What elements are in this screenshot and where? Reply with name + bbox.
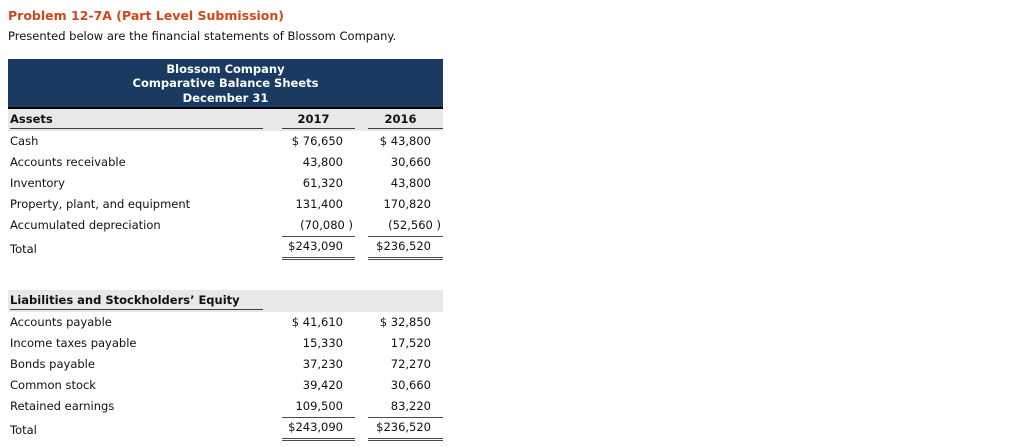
column-header-2017: 2017 bbox=[282, 112, 355, 130]
row-label: Accounts payable bbox=[10, 315, 112, 330]
row-label: Inventory bbox=[10, 176, 65, 191]
table-row: Property, plant, and equipment 131,400 1… bbox=[8, 194, 443, 215]
table-row: Inventory 61,320 43,800 bbox=[8, 173, 443, 194]
row-label: Property, plant, and equipment bbox=[10, 197, 191, 212]
amount-2016: (52,560 ) bbox=[388, 218, 441, 233]
amount-2016: 83,220 bbox=[390, 399, 431, 414]
amount-2016: 72,270 bbox=[390, 357, 431, 372]
table-row-total: Total $243,090 $236,520 bbox=[8, 236, 443, 261]
column-header-2016: 2016 bbox=[368, 112, 443, 130]
section-gap bbox=[8, 260, 443, 290]
amount-2016: 170,820 bbox=[383, 197, 431, 212]
row-label: Cash bbox=[10, 134, 39, 149]
table-row: Accounts payable $ 41,610 $ 32,850 bbox=[8, 312, 443, 333]
table-row: Common stock 39,420 30,660 bbox=[8, 375, 443, 396]
row-label: Income taxes payable bbox=[10, 336, 137, 351]
amount-2017: 131,400 bbox=[295, 197, 343, 212]
amount-2016: $ 32,850 bbox=[379, 315, 431, 330]
row-label: Bonds payable bbox=[10, 357, 95, 372]
liabilities-section-header: Liabilities and Stockholders’ Equity bbox=[8, 290, 443, 313]
amount-2017: $243,090 bbox=[282, 236, 355, 261]
row-label: Retained earnings bbox=[10, 399, 115, 414]
table-row: Accumulated depreciation (70,080 ) (52,5… bbox=[8, 215, 443, 236]
amount-2017: $243,090 bbox=[282, 417, 355, 442]
amount-2016: $236,520 bbox=[368, 417, 443, 442]
table-row: Accounts receivable 43,800 30,660 bbox=[8, 152, 443, 173]
row-label: Accounts receivable bbox=[10, 155, 126, 170]
row-label: Total bbox=[10, 242, 37, 257]
amount-2017: 43,800 bbox=[302, 155, 343, 170]
row-label: Total bbox=[10, 423, 37, 438]
amount-2016: 30,660 bbox=[390, 378, 431, 393]
amount-2016: 43,800 bbox=[390, 176, 431, 191]
table-row: Income taxes payable 15,330 17,520 bbox=[8, 333, 443, 354]
liabilities-section-label: Liabilities and Stockholders’ Equity bbox=[10, 293, 263, 311]
amount-2017: 37,230 bbox=[302, 357, 343, 372]
table-row: Bonds payable 37,230 72,270 bbox=[8, 354, 443, 375]
table-row: Retained earnings 109,500 83,220 bbox=[8, 396, 443, 417]
amount-2017: 109,500 bbox=[295, 399, 343, 414]
statement-name: Comparative Balance Sheets bbox=[132, 76, 319, 91]
amount-2017: 39,420 bbox=[302, 378, 343, 393]
table-row: Cash $ 76,650 $ 43,800 bbox=[8, 131, 443, 152]
intro-text: Presented below are the financial statem… bbox=[8, 29, 397, 43]
row-label: Common stock bbox=[10, 378, 96, 393]
balance-sheet-title-block: Blossom Company Comparative Balance Shee… bbox=[8, 59, 443, 110]
amount-2016: 17,520 bbox=[390, 336, 431, 351]
assets-section-label: Assets bbox=[10, 112, 263, 130]
amount-2017: 15,330 bbox=[302, 336, 343, 351]
amount-2016: 30,660 bbox=[390, 155, 431, 170]
comparative-balance-sheet: Blossom Company Comparative Balance Shee… bbox=[8, 59, 443, 442]
amount-2017: $ 76,650 bbox=[291, 134, 343, 149]
company-name: Blossom Company bbox=[166, 62, 285, 76]
amount-2017: (70,080 ) bbox=[300, 218, 353, 233]
problem-title: Problem 12-7A (Part Level Submission) bbox=[8, 8, 285, 23]
row-label: Accumulated depreciation bbox=[10, 218, 161, 233]
table-row-total: Total $243,090 $236,520 bbox=[8, 417, 443, 442]
amount-2016: $ 43,800 bbox=[379, 134, 431, 149]
amount-2017: 61,320 bbox=[302, 176, 343, 191]
statement-date: December 31 bbox=[182, 90, 269, 105]
amount-2016: $236,520 bbox=[368, 236, 443, 261]
amount-2017: $ 41,610 bbox=[291, 315, 343, 330]
assets-section-header: Assets 2017 2016 bbox=[8, 109, 443, 132]
